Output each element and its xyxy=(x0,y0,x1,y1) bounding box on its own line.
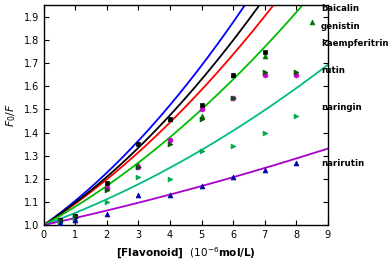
Text: baicalin: baicalin xyxy=(321,5,359,14)
Y-axis label: $F_0/F$: $F_0/F$ xyxy=(4,103,18,127)
Text: genistin: genistin xyxy=(321,22,360,31)
Text: naringin: naringin xyxy=(321,103,361,112)
X-axis label: [Flavonoid]  $(10^{-6}$mol/L): [Flavonoid] $(10^{-6}$mol/L) xyxy=(116,245,256,261)
Text: rutin: rutin xyxy=(321,66,345,75)
Text: kaempferitrin: kaempferitrin xyxy=(321,39,388,48)
Text: narirutin: narirutin xyxy=(321,159,364,168)
